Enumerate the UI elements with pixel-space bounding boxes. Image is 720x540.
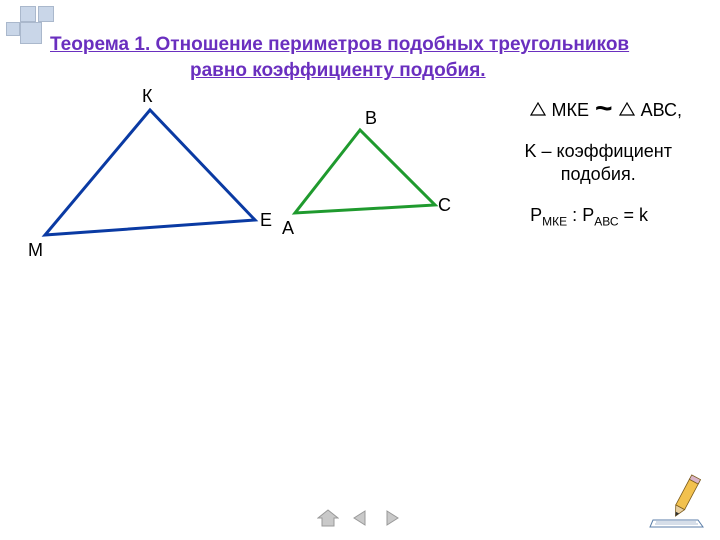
- vertex-k: К: [142, 86, 153, 107]
- vertex-c: С: [438, 195, 451, 216]
- vertex-m: М: [28, 240, 43, 261]
- pencil-icon: [648, 472, 708, 532]
- similarity-statement: МКЕ ~ АВС,: [530, 100, 682, 121]
- nav-home-icon[interactable]: [317, 508, 339, 528]
- nav-icons: [317, 508, 403, 528]
- ratio-sep: :: [567, 205, 582, 225]
- koef-line2: подобия.: [561, 164, 636, 184]
- p1: Р: [530, 205, 542, 225]
- p2-sub: АВС: [594, 215, 618, 229]
- triangle-mke: [45, 110, 255, 235]
- vertex-b: В: [365, 108, 377, 129]
- theorem-title: Теорема 1. Отношение периметров подобных…: [50, 32, 700, 83]
- triangle-icon: [619, 100, 635, 121]
- vertex-e: Е: [260, 210, 272, 231]
- vertex-a: А: [282, 218, 294, 239]
- nav-prev-icon[interactable]: [349, 508, 371, 528]
- perimeter-ratio: РМКЕ : РАВС = k: [530, 205, 648, 229]
- nav-next-icon[interactable]: [381, 508, 403, 528]
- triangles-svg: [30, 105, 460, 255]
- diagram-area: К М Е В А С МКЕ ~ АВС, K – коэффициент п…: [20, 100, 700, 280]
- koef-line1: K – коэффициент: [524, 141, 672, 161]
- title-line1: Теорема 1. Отношение периметров подобных…: [50, 34, 629, 55]
- koef-text: K – коэффициент подобия.: [524, 140, 672, 187]
- p2: Р: [582, 205, 594, 225]
- title-line2: равно коэффициенту подобия.: [50, 60, 486, 81]
- tilde-icon: ~: [595, 100, 613, 118]
- sim-right: АВС,: [641, 100, 682, 121]
- sim-left: МКЕ: [552, 100, 590, 121]
- triangle-abc: [295, 130, 435, 213]
- p1-sub: МКЕ: [542, 215, 567, 229]
- ratio-eq: = k: [618, 205, 648, 225]
- triangle-icon: [530, 100, 546, 121]
